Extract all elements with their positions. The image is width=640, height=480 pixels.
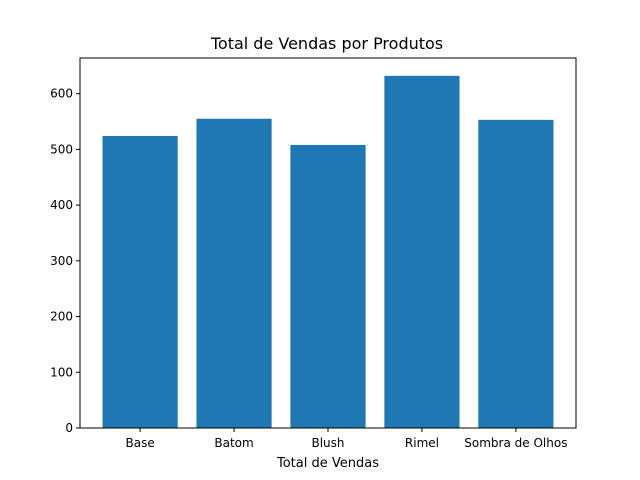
x-axis-label: Total de Vendas	[276, 456, 379, 471]
y-tick-label: 500	[50, 142, 73, 156]
x-tick-label: Sombra de Olhos	[464, 436, 567, 450]
y-axis: 0 100 200 300 400 500 600	[50, 87, 80, 435]
chart-title: Total de Vendas por Produtos	[210, 34, 443, 53]
y-tick-label: 0	[65, 421, 73, 435]
x-axis: Base Batom Blush Rimel Sombra de Olhos	[126, 428, 567, 450]
bars-group	[102, 75, 554, 429]
x-tick-label: Rimel	[405, 436, 439, 450]
y-tick-label: 100	[50, 365, 73, 379]
y-tick-label: 600	[50, 87, 73, 101]
x-tick-label: Base	[126, 436, 155, 450]
bar-rimel	[384, 75, 460, 428]
x-tick-label: Batom	[214, 436, 253, 450]
y-tick-label: 300	[50, 254, 73, 268]
y-tick-label: 200	[50, 310, 73, 324]
x-tick-label: Blush	[311, 436, 344, 450]
bar-sombra-de-olhos	[478, 119, 554, 428]
bar-blush	[290, 144, 366, 428]
plot-frame	[79, 57, 577, 429]
bar-base	[102, 136, 178, 428]
bar-batom	[196, 118, 272, 429]
y-tick-label: 400	[50, 198, 73, 212]
